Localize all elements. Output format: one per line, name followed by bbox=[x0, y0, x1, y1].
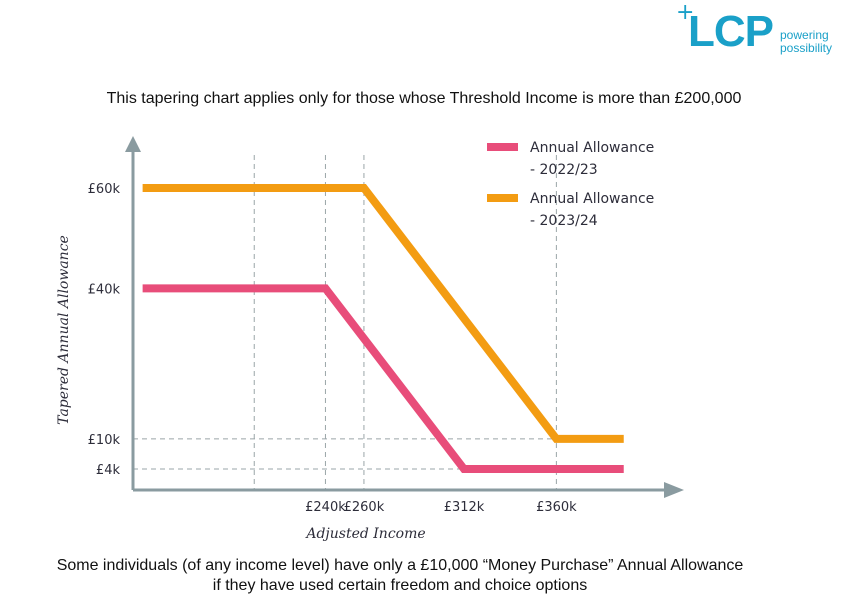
y-axis-arrow-icon bbox=[125, 136, 141, 152]
logo-tagline-line2: possibility bbox=[780, 41, 833, 55]
bottom-note: Some individuals (of any income level) h… bbox=[0, 556, 800, 596]
legend-label-1-line1: Annual Allowance bbox=[530, 140, 654, 156]
logo-tagline-line1: powering bbox=[780, 28, 829, 42]
series-line-1 bbox=[142, 284, 624, 473]
top-note: This tapering chart applies only for tho… bbox=[106, 90, 742, 107]
legend-label-2-line1: Annual Allowance bbox=[530, 191, 654, 207]
series-line-2 bbox=[142, 184, 624, 443]
bottom-note-line2: if they have used certain freedom and ch… bbox=[212, 577, 588, 594]
logo-plus: + bbox=[676, 0, 695, 25]
y-tick-label: £40k bbox=[88, 282, 121, 297]
legend-label-1-line2: - 2022/23 bbox=[530, 162, 598, 178]
lcp-logo: + LCP powering possibility bbox=[676, 0, 844, 60]
x-axis-arrow-icon bbox=[664, 482, 684, 498]
logo-wordmark: LCP bbox=[688, 7, 774, 56]
y-axis-title: Tapered Annual Allowance bbox=[56, 235, 72, 425]
bottom-note-line1: Some individuals (of any income level) h… bbox=[56, 557, 744, 574]
y-tick-label: £10k bbox=[88, 433, 121, 448]
legend-label-2-line2: - 2023/24 bbox=[530, 213, 598, 229]
x-tick-label: £260k bbox=[344, 500, 385, 515]
x-tick-label: £312k bbox=[444, 500, 485, 515]
x-tick-label: £240k bbox=[305, 500, 346, 515]
y-tick-label: £4k bbox=[96, 463, 121, 478]
x-axis-title: Adjusted Income bbox=[304, 526, 425, 542]
x-tick-label: £360k bbox=[536, 500, 577, 515]
y-tick-label: £60k bbox=[88, 182, 121, 197]
logo-tagline: powering possibility bbox=[780, 29, 832, 55]
